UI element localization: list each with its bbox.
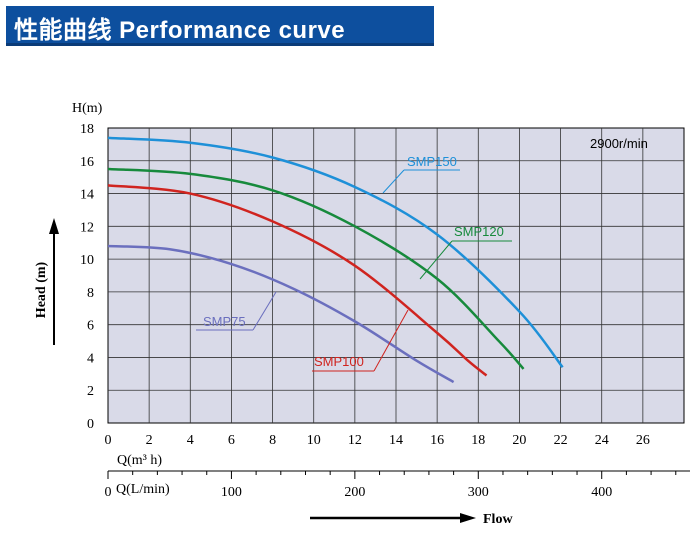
y-unit-label: H(m) bbox=[72, 101, 103, 116]
y-axis-arrow-head bbox=[49, 218, 59, 234]
title-banner: 性能曲线 Performance curve bbox=[6, 6, 434, 46]
series-line-smp150 bbox=[107, 136, 564, 369]
x-tick-label: 4 bbox=[187, 433, 194, 448]
x-tick-label: 26 bbox=[636, 433, 650, 448]
x-tick-label: 20 bbox=[512, 433, 526, 448]
x-unit-m3h-label: Q(m³ h) bbox=[117, 453, 162, 468]
x-tick-label: 2 bbox=[146, 433, 153, 448]
x-unit-lmin-label: Q(L/min) bbox=[116, 482, 170, 497]
x-tick-label: 24 bbox=[595, 433, 609, 448]
y-tick-label: 6 bbox=[87, 319, 94, 334]
series-label-leader-smp100 bbox=[373, 309, 409, 372]
lmin-tick-label: 200 bbox=[344, 485, 365, 500]
lmin-tick-label: 100 bbox=[221, 485, 242, 500]
series-label-smp150: SMP150 bbox=[407, 154, 457, 169]
x-tick-label: 10 bbox=[307, 433, 321, 448]
series-line-smp120 bbox=[107, 167, 525, 370]
y-tick-label: 8 bbox=[87, 286, 94, 301]
x-tick-label: 22 bbox=[554, 433, 568, 448]
series-label-leader-smp150 bbox=[382, 169, 405, 194]
series-label-smp100: SMP100 bbox=[314, 354, 364, 369]
x-tick-label: 16 bbox=[430, 433, 444, 448]
y-tick-label: 4 bbox=[87, 351, 94, 366]
series-line-smp100 bbox=[107, 184, 488, 377]
flow-arrow-head bbox=[460, 513, 476, 523]
y-tick-label: 12 bbox=[80, 220, 94, 235]
series-label-smp75: SMP75 bbox=[203, 314, 246, 329]
flow-label: Flow bbox=[483, 512, 513, 527]
y-tick-label: 0 bbox=[87, 417, 94, 432]
lmin-tick-label: 400 bbox=[591, 485, 612, 500]
series-label-smp120: SMP120 bbox=[454, 224, 504, 239]
x-tick-label: 8 bbox=[269, 433, 276, 448]
x-tick-label: 14 bbox=[389, 433, 403, 448]
y-tick-label: 18 bbox=[80, 122, 94, 137]
y-tick-label: 14 bbox=[80, 188, 94, 203]
series-label-leader-smp120 bbox=[419, 240, 453, 280]
speed-label: 2900r/min bbox=[590, 136, 648, 151]
y-tick-label: 10 bbox=[80, 253, 94, 268]
series-label-leader-smp75 bbox=[252, 291, 277, 331]
y-axis-label: Head (m) bbox=[34, 261, 49, 318]
x-tick-label: 12 bbox=[348, 433, 362, 448]
x-tick-label: 6 bbox=[228, 433, 235, 448]
y-tick-label: 2 bbox=[87, 384, 94, 399]
lmin-tick-label: 300 bbox=[468, 485, 489, 500]
x-tick-label: 0 bbox=[105, 433, 112, 448]
lmin-tick-label: 0 bbox=[105, 485, 112, 500]
y-tick-label: 16 bbox=[80, 155, 94, 170]
x-tick-label: 18 bbox=[471, 433, 485, 448]
series-line-smp75 bbox=[107, 244, 455, 384]
chart-title: 性能曲线 Performance curve bbox=[14, 17, 346, 44]
